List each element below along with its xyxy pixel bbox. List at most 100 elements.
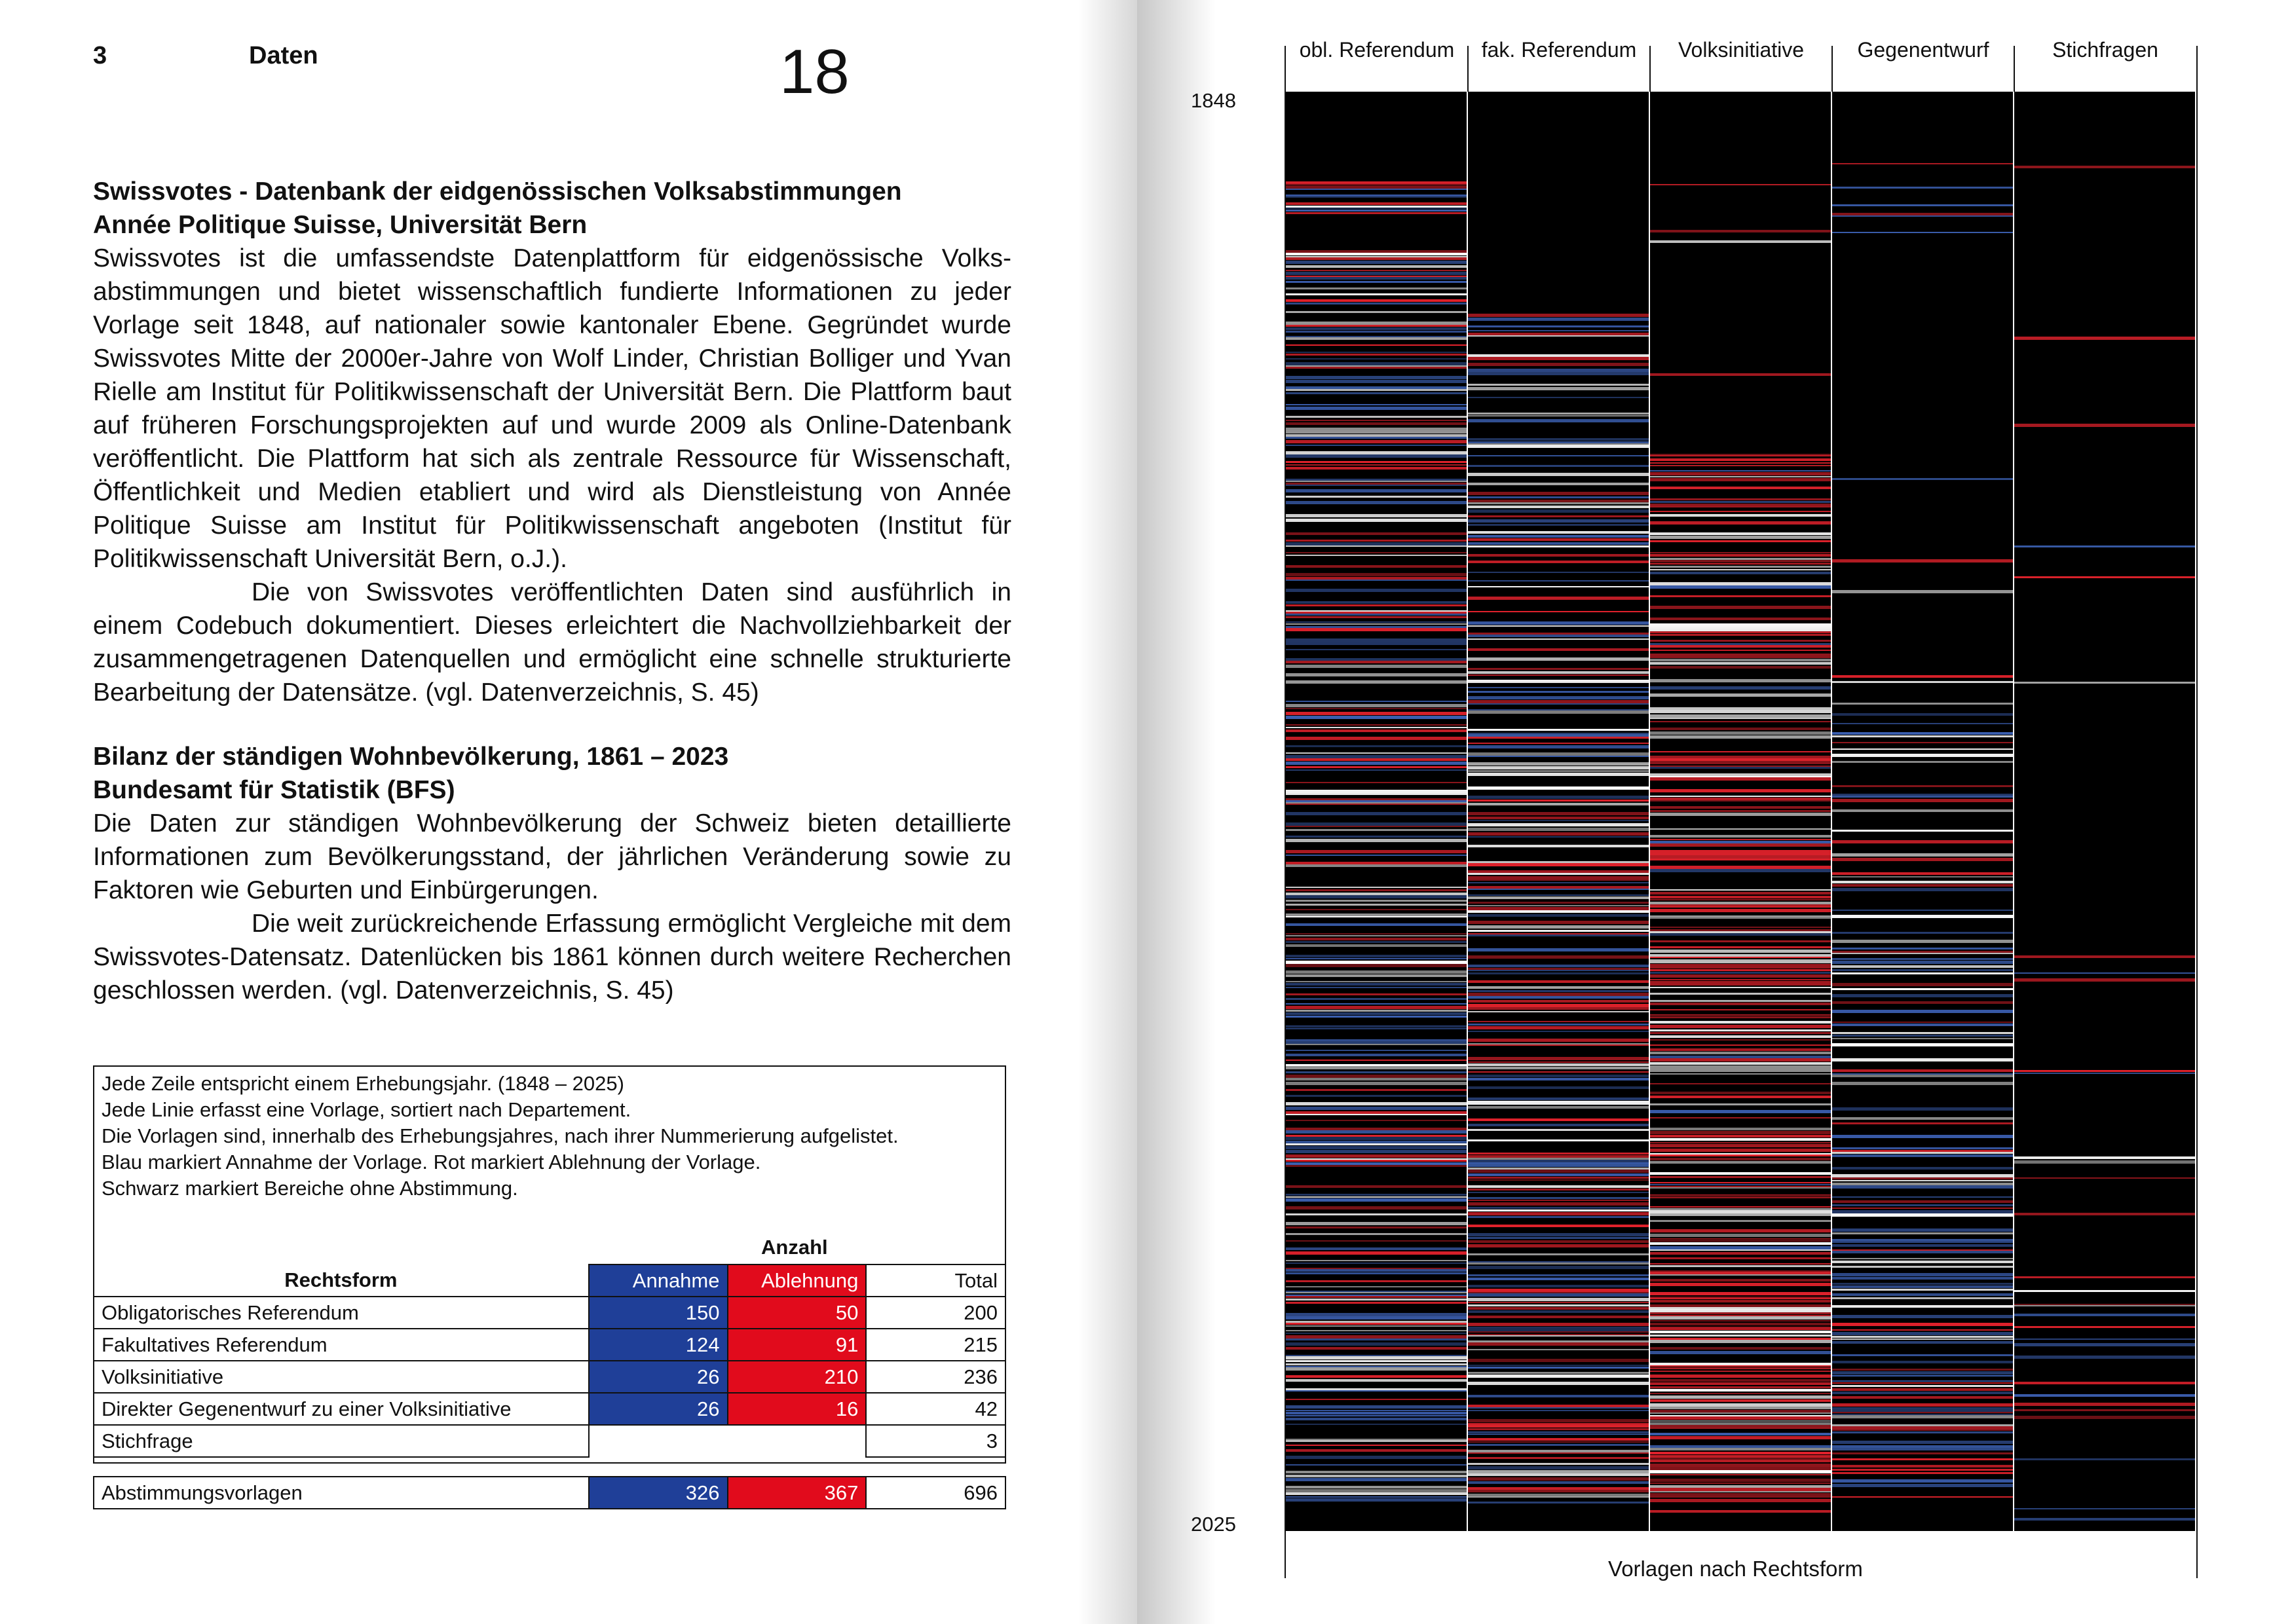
vote-line	[2014, 576, 2195, 578]
strip-stichfragen	[2014, 92, 2195, 1531]
summary-annahme: 326	[588, 1476, 728, 1509]
vote-line	[1468, 1192, 1649, 1193]
vote-line	[1650, 1058, 1831, 1061]
vote-line	[1650, 1229, 1831, 1232]
vote-line	[1468, 1410, 1649, 1411]
vote-line	[1286, 577, 1467, 580]
vote-line	[1650, 1436, 1831, 1437]
vote-line	[1650, 240, 1831, 243]
chapter-number: 3	[93, 42, 107, 69]
vote-line	[1468, 369, 1649, 372]
vote-line	[1468, 993, 1649, 996]
vote-line	[1286, 712, 1467, 715]
vote-line	[1468, 1202, 1649, 1206]
vote-line	[1650, 1312, 1831, 1314]
vote-line	[1650, 1035, 1831, 1038]
vote-line	[1286, 257, 1467, 260]
vote-line	[1650, 1052, 1831, 1054]
header-annahme: Annahme	[588, 1264, 728, 1297]
vote-line	[1650, 1103, 1831, 1105]
vote-line	[1832, 799, 2013, 802]
vote-line	[1286, 194, 1467, 196]
vote-line	[1650, 623, 1831, 627]
column-header: Stichfragen	[2052, 38, 2158, 62]
vote-line	[1650, 1158, 1831, 1160]
vote-line	[1650, 800, 1831, 802]
vote-line	[1286, 1375, 1467, 1378]
vote-line	[1286, 1102, 1467, 1105]
vote-line	[1286, 623, 1467, 625]
vote-line	[1650, 981, 1831, 984]
vote-line	[1286, 893, 1467, 895]
vote-line	[1286, 1363, 1467, 1365]
vote-line	[1286, 501, 1467, 504]
vote-line	[2014, 545, 2195, 547]
vote-line	[1650, 1069, 1831, 1072]
vote-line	[1468, 691, 1649, 693]
vote-line	[1650, 634, 1831, 636]
vote-line	[1468, 756, 1649, 757]
vote-line	[1286, 916, 1467, 917]
vote-line	[1468, 1024, 1649, 1025]
vote-line	[1468, 384, 1649, 386]
row-total: 215	[865, 1328, 1006, 1361]
row-name: Obligatorisches Referendum	[93, 1296, 590, 1329]
row-total: 3	[865, 1424, 1006, 1458]
vote-line	[1286, 1227, 1467, 1228]
vote-line	[1286, 665, 1467, 668]
vote-line	[1650, 728, 1831, 730]
vote-line	[1286, 1194, 1467, 1196]
vote-line	[1286, 1095, 1467, 1097]
vote-line	[1468, 682, 1649, 683]
vote-line	[2014, 1394, 2195, 1397]
vote-line	[1286, 358, 1467, 360]
vote-line	[1286, 430, 1467, 434]
vote-line	[1832, 830, 2013, 832]
vote-line	[1650, 721, 1831, 722]
vote-line	[1650, 1448, 1831, 1450]
vote-line	[1286, 1347, 1467, 1350]
vote-line	[1650, 582, 1831, 585]
vote-line	[1650, 1327, 1831, 1329]
vote-line	[1286, 422, 1467, 425]
vote-line	[1650, 501, 1831, 503]
vote-line	[1832, 1196, 2013, 1198]
summary-total: 696	[865, 1476, 1006, 1509]
vote-line	[1468, 1160, 1649, 1162]
legend-note: Blau markiert Annahme der Vorlage. Rot m…	[102, 1151, 761, 1173]
vote-line	[1468, 990, 1649, 992]
vote-line	[1650, 767, 1831, 769]
vote-line	[1286, 1154, 1467, 1158]
vote-line	[1468, 1129, 1649, 1131]
vote-line	[1286, 638, 1467, 642]
axis-line-left	[1285, 46, 1286, 1578]
vote-line	[1286, 1111, 1467, 1114]
vote-line	[1650, 1009, 1831, 1010]
vote-line	[1468, 786, 1649, 790]
strip-fak-referendum	[1468, 92, 1649, 1531]
vote-line	[1468, 823, 1649, 826]
vote-line	[1286, 276, 1467, 277]
vote-line	[1286, 1440, 1467, 1442]
vote-line	[1468, 1004, 1649, 1007]
vote-line	[1286, 212, 1467, 214]
vote-line	[1286, 800, 1467, 802]
vote-line	[1650, 1032, 1831, 1034]
vote-line	[1468, 1395, 1649, 1397]
vote-line	[1286, 451, 1467, 454]
vote-line	[1650, 993, 1831, 995]
table-row: Fakultatives Referendum 124 91 215	[93, 1328, 1006, 1361]
vote-line	[1286, 839, 1467, 842]
legend-box: Jede Zeile entspricht einem Erhebungsjah…	[93, 1065, 1006, 1464]
vote-line	[1650, 1403, 1831, 1407]
vote-line	[1286, 862, 1467, 864]
vote-line	[1650, 1246, 1831, 1249]
vote-line	[1650, 1220, 1831, 1222]
vote-line	[1286, 206, 1467, 208]
vote-line	[1650, 777, 1831, 781]
vote-line	[1650, 686, 1831, 690]
vote-line	[1832, 1469, 2013, 1471]
vote-line	[1832, 1414, 2013, 1415]
vote-line	[1286, 580, 1467, 581]
vote-line	[1286, 782, 1467, 783]
